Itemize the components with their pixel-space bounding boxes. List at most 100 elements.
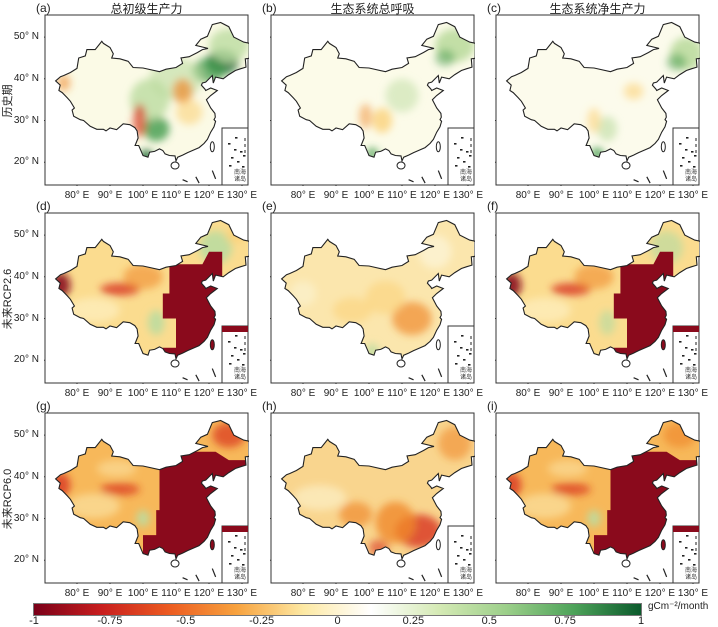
anomaly-patch [67, 297, 120, 323]
anomaly-patch [518, 297, 571, 323]
anomaly-patch [365, 280, 406, 315]
anomaly-patch [55, 272, 71, 298]
anomaly-patch [385, 78, 419, 113]
hainan-island [621, 559, 631, 568]
colorbar-tick-label: -0.5 [176, 615, 196, 627]
colorbar-tick-label: 1 [637, 615, 645, 627]
lat-tick-label: 50° N [13, 31, 39, 43]
colorbar-tick-label: -0.75 [97, 615, 123, 627]
lon-tick-label: 90° E [323, 588, 349, 599]
anomaly-patch [597, 116, 618, 142]
lat-tick-label: 50° N [13, 429, 39, 441]
lat-tick-label: 20° N [13, 354, 39, 366]
row-label: 历史期 [2, 84, 14, 118]
colorbar-tick-label: 0.75 [554, 615, 576, 627]
lon-tick-label: 90° E [97, 588, 123, 599]
anomaly-patch [587, 107, 601, 134]
boundary-dash [182, 377, 188, 381]
lat-tick-label: 20° N [13, 554, 39, 566]
inset-label: 诸岛 [234, 175, 246, 183]
boundary-dash [421, 176, 426, 184]
anomaly-patch [506, 272, 522, 298]
inset-label: 南海 [685, 168, 697, 176]
lon-tick-label: 130° E [226, 388, 258, 399]
lon-tick-label: 90° E [548, 388, 574, 399]
anomaly-patch [293, 485, 346, 511]
lon-tick-label: 130° E [677, 588, 709, 599]
boundary-dash [662, 368, 668, 378]
hainan-island [621, 359, 631, 368]
boundary-dash [633, 577, 639, 581]
lat-tick-label: 30° N [13, 114, 39, 126]
anomaly-patch [147, 310, 165, 336]
anomaly-patch [372, 107, 393, 134]
lon-tick-label: 110° E [161, 388, 191, 399]
boundary-dash [633, 179, 639, 183]
hainan-island [170, 359, 180, 368]
boundary-dash [408, 179, 414, 183]
anomaly-patch [100, 283, 140, 296]
column-title: 生态系统净生产力 [549, 2, 646, 16]
row-label: 未来RCP6.0 [2, 468, 14, 530]
panel-label: (f) [487, 199, 499, 213]
colorbar-unit: gCm⁻²/month [648, 601, 709, 612]
anomaly-patch [435, 49, 455, 67]
lon-tick-label: 80° E [64, 190, 90, 201]
lon-tick-label: 130° E [226, 588, 258, 599]
inset-label: 南海 [460, 168, 472, 176]
anomaly-patch [359, 103, 373, 129]
inset-label: 诸岛 [234, 373, 246, 381]
boundary-dash [211, 368, 217, 378]
lon-tick-label: 100° E [127, 190, 159, 201]
lon-tick-label: 120° E [644, 588, 676, 599]
anomaly-patch [332, 297, 373, 323]
inset-label: 诸岛 [234, 573, 246, 581]
lon-tick-label: 100° E [127, 388, 159, 399]
anomaly-patch [551, 283, 591, 296]
china-border [505, 21, 700, 163]
taiwan-island [660, 141, 666, 153]
anomaly-patch [96, 460, 137, 477]
boundary-dash [211, 568, 217, 578]
lon-tick-label: 90° E [323, 388, 349, 399]
lon-tick-label: 90° E [548, 588, 574, 599]
inset-label: 南海 [234, 168, 246, 176]
anomaly-patch [666, 53, 687, 71]
china-border [54, 419, 249, 561]
inset-label: 诸岛 [460, 573, 472, 581]
lon-tick-label: 130° E [452, 588, 484, 599]
panel-label: (c) [487, 1, 501, 15]
lon-tick-label: 90° E [323, 190, 349, 201]
taiwan-island [209, 141, 215, 153]
hainan-island [170, 559, 180, 568]
inset-label: 诸岛 [685, 373, 697, 381]
panel-label: (d) [36, 199, 51, 213]
taiwan-island [209, 339, 215, 351]
inset-label: 南海 [234, 366, 246, 374]
china-border [54, 21, 249, 163]
taiwan-island [660, 539, 666, 551]
row-label: 未来RCP2.6 [2, 268, 14, 330]
lon-tick-label: 120° E [193, 190, 225, 201]
lon-tick-label: 90° E [548, 190, 574, 201]
boundary-dash [633, 377, 639, 381]
boundary-dash [662, 170, 668, 180]
panel-label: (b) [262, 1, 277, 15]
anomaly-patch [67, 493, 120, 519]
lon-tick-label: 120° E [644, 190, 676, 201]
boundary-dash [646, 574, 651, 582]
lat-tick-label: 30° N [13, 312, 39, 324]
inset-label: 南海 [460, 366, 472, 374]
inset-label: 诸岛 [460, 175, 472, 183]
lon-tick-label: 100° E [353, 388, 385, 399]
colorbar-tick-label: -1 [29, 615, 39, 627]
anomaly-patch [123, 264, 163, 290]
